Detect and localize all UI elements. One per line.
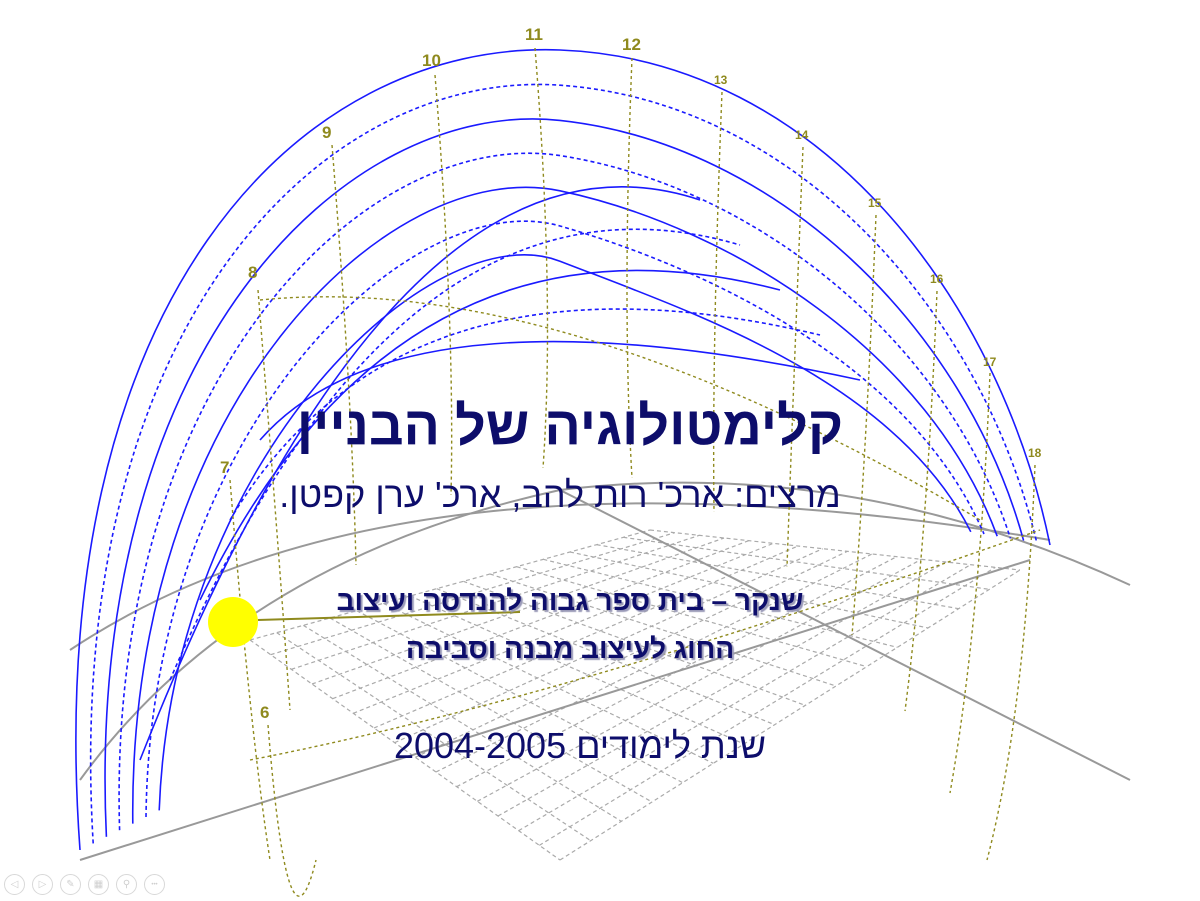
ground-grid [249, 529, 1021, 861]
hour-line [534, 47, 549, 469]
ground-outline [69, 481, 1131, 861]
hour-line [712, 91, 723, 513]
grid-line [596, 544, 959, 610]
grid-line [356, 610, 683, 784]
zoom-button[interactable]: ⚲ [116, 874, 137, 895]
grid-line [332, 540, 749, 700]
grid-line [436, 588, 775, 726]
hour-label: 6 [260, 703, 270, 722]
grid-line [291, 534, 700, 670]
pen-button[interactable]: ✎ [60, 874, 81, 895]
next-icon: ▷ [38, 879, 47, 890]
sun-path-arc [158, 254, 972, 811]
grid-line [329, 617, 653, 803]
hour-line [229, 479, 271, 861]
hour-line [434, 74, 453, 496]
hour-line [257, 289, 291, 711]
hour-label: 15 [868, 196, 882, 210]
presenters: מרצים: ארכ' רות להב, ארכ' ערן קפטן. [279, 474, 841, 515]
hour-label: 18 [1028, 446, 1042, 460]
hour-label: 13 [714, 73, 728, 87]
grid-line [539, 566, 996, 846]
grid-line [409, 595, 745, 745]
hour-label: 11 [525, 25, 543, 44]
next-slide-button[interactable]: ▷ [32, 874, 53, 895]
grid-line [463, 580, 806, 706]
hour-line [331, 144, 357, 566]
hour-label: 8 [248, 263, 258, 282]
sun-path-arc [89, 83, 1038, 844]
more-options-button[interactable]: ••• [144, 874, 165, 895]
hour-line [786, 146, 804, 568]
grid-line [477, 558, 922, 802]
sun-path-arc [118, 152, 1012, 831]
hour-line [851, 214, 877, 636]
sun-icon [208, 597, 258, 647]
grid-line [270, 532, 675, 656]
school-name: שנקר – בית ספר גבוה להנדסה ועיצוב [336, 585, 804, 616]
grid-line [497, 561, 947, 817]
hour-label: 10 [422, 51, 441, 70]
hour-line [267, 724, 317, 897]
grid-line [489, 573, 837, 687]
slide-title: קלימטולוגיה של הבניין [296, 396, 844, 456]
hour-label: 16 [930, 272, 944, 286]
sun-path-arc [104, 118, 1025, 837]
hour-label: 9 [322, 123, 332, 142]
sun-path-arc [259, 340, 861, 441]
sun-path-arc [139, 186, 701, 761]
grid-line [383, 602, 714, 764]
see-all-slides-button[interactable]: ▦ [88, 874, 109, 895]
grid-line [303, 624, 622, 822]
sun-path-arc [199, 269, 781, 601]
grid-line [353, 542, 774, 714]
more-icon: ••• [151, 881, 158, 888]
sun-path-arc [169, 228, 741, 681]
hour-label: 14 [795, 128, 809, 142]
pen-icon: ✎ [66, 879, 75, 890]
hour-label: 12 [622, 35, 641, 54]
hour-line [986, 464, 1036, 861]
slides-grid-icon: ▦ [93, 879, 104, 890]
previous-slide-button[interactable]: ◁ [4, 874, 25, 895]
hour-line [626, 57, 633, 479]
hour-lines [229, 47, 1041, 897]
grid-line [249, 639, 561, 861]
grid-line [649, 529, 1021, 571]
hour-label: 17 [983, 355, 997, 369]
grid-line [435, 553, 873, 773]
academic-year: שנת לימודים 2004-2005 [393, 725, 767, 766]
hour-line [259, 296, 981, 521]
previous-icon: ◁ [10, 879, 19, 890]
grid-line [249, 529, 651, 641]
grid-line [518, 564, 971, 832]
sun-path-arc [75, 49, 1051, 851]
grid-line [516, 566, 867, 668]
department-name: החוג לעיצוב מבנה וסביבה [405, 633, 735, 664]
sun-path-arc [131, 186, 998, 824]
grid-line [311, 537, 725, 685]
slideshow-controls: ◁ ▷ ✎ ▦ ⚲ ••• [4, 874, 165, 895]
grid-line [569, 551, 929, 629]
hour-line [949, 372, 991, 794]
hour-label: 7 [220, 458, 230, 477]
grid-line [394, 548, 823, 744]
grid-line [623, 536, 990, 590]
magnifier-icon: ⚲ [122, 879, 131, 890]
sun-ray [257, 611, 521, 621]
hour-line [904, 290, 938, 712]
grid-line [415, 550, 848, 758]
sun-path-arcs [75, 49, 1051, 851]
